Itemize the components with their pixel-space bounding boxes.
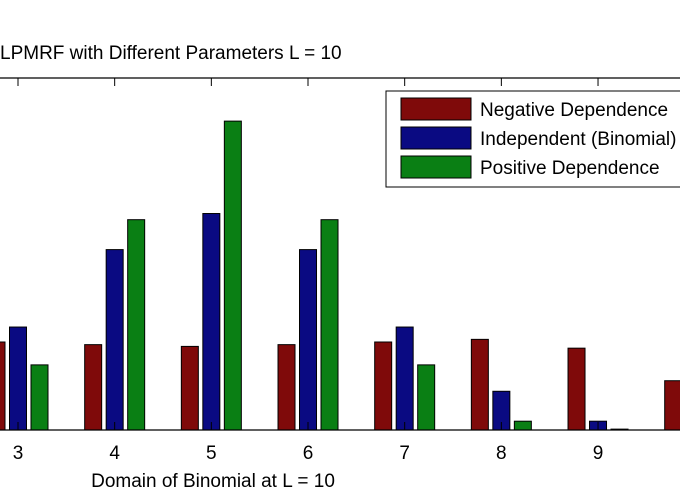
x-tick-label: 7	[399, 443, 410, 464]
bar	[84, 344, 103, 431]
bar	[417, 364, 436, 431]
bar	[320, 219, 339, 431]
bar	[105, 249, 124, 431]
bar	[9, 326, 27, 431]
x-tick-label: 8	[496, 443, 507, 464]
bar	[470, 338, 489, 431]
bar	[664, 380, 680, 431]
bar	[277, 344, 296, 431]
bar	[0, 341, 6, 431]
legend-swatch	[400, 97, 472, 121]
bar	[127, 219, 146, 431]
chart-title: LPMRF with Different Parameters L = 10	[0, 43, 342, 64]
x-tick-label: 9	[593, 443, 604, 464]
bar	[180, 345, 199, 431]
legend-swatch	[400, 155, 472, 179]
x-tick-label: 3	[13, 443, 24, 464]
bar	[374, 341, 393, 431]
legend-swatch	[400, 126, 472, 150]
x-tick-label: 5	[206, 443, 217, 464]
bar	[299, 249, 318, 431]
bar	[567, 347, 586, 431]
bar	[513, 420, 532, 431]
x-tick-label: 6	[303, 443, 314, 464]
bar	[30, 364, 49, 431]
bar	[395, 326, 414, 431]
legend-label: Independent (Binomial)	[480, 129, 676, 150]
x-tick-label: 4	[109, 443, 120, 464]
legend-label: Negative Dependence	[480, 100, 668, 121]
legend: Negative Dependence Independent (Binomial…	[385, 90, 680, 188]
x-axis-label: Domain of Binomial at L = 10	[91, 471, 335, 492]
legend-label: Positive Dependence	[480, 158, 660, 179]
bar	[223, 120, 242, 431]
bar	[202, 213, 221, 431]
